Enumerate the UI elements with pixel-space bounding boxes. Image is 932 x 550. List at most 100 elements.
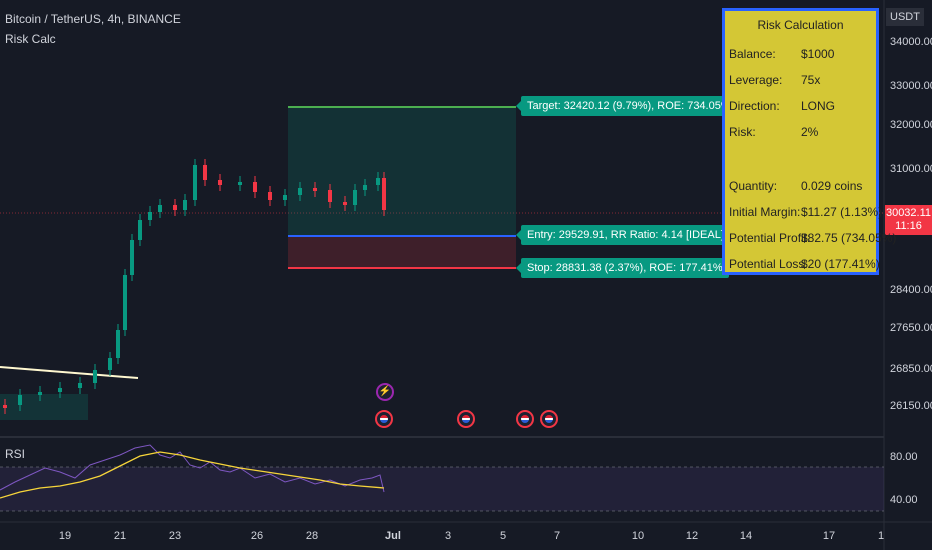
rsi-ma-line — [0, 451, 385, 499]
risk-table-row: Leverage: 75x — [729, 73, 874, 89]
candle-body — [253, 182, 257, 192]
risk-table-title: Risk Calculation — [757, 18, 844, 32]
date-label: 10 — [631, 530, 645, 542]
candle-body — [148, 212, 152, 220]
date-label: 26 — [250, 530, 264, 542]
risk-table-row: Potential Profit: $82.75 (734.05%) — [729, 231, 896, 247]
target-tag: Target: 32420.12 (9.79%), ROE: 734.05% — [516, 96, 737, 116]
risk-table-row: Balance: $1000 — [729, 47, 874, 63]
date-label: 14 — [739, 530, 753, 542]
date-label: Jul — [385, 530, 401, 542]
date-label: 23 — [168, 530, 182, 542]
risk-row-value: $20 (177.41%) — [801, 257, 880, 271]
candle-body — [376, 178, 380, 185]
rsi-title[interactable]: RSI — [5, 447, 26, 461]
price-label: 26850.00 — [890, 363, 932, 375]
risk-table-row: Risk: 2% — [729, 125, 874, 141]
rsi-line — [0, 444, 385, 493]
price-label: 26150.00 — [890, 400, 932, 412]
us-flag-event-icon[interactable] — [457, 410, 475, 428]
profit-zone — [288, 107, 516, 236]
candle-body — [268, 192, 272, 200]
candle-body — [283, 195, 287, 200]
risk-row-value: $11.27 (1.13%) — [801, 205, 883, 219]
candle-body — [158, 205, 162, 212]
price-label: 34000.00 — [890, 36, 932, 48]
price-label: 31000.00 — [890, 163, 932, 175]
risk-row-label: Potential Profit: — [729, 231, 811, 245]
candle-body — [108, 358, 112, 370]
candle-body — [183, 200, 187, 210]
risk-row-label: Quantity: — [729, 179, 778, 193]
date-label: 28 — [305, 530, 319, 542]
candle-body — [123, 275, 127, 330]
risk-table-row: Quantity: 0.029 coins — [729, 179, 874, 195]
candle-body — [58, 388, 62, 392]
risk-row-label: Initial Margin: — [729, 205, 801, 219]
range-box — [0, 394, 88, 420]
candle-body — [203, 165, 207, 180]
candle-body — [138, 220, 142, 240]
date-label: 17 — [822, 530, 836, 542]
risk-table-row: Initial Margin: $11.27 (1.13%) — [729, 205, 882, 221]
candle-body — [298, 188, 302, 195]
candle-body — [93, 370, 97, 383]
date-label: 7 — [553, 530, 561, 542]
candle-body — [193, 165, 197, 200]
date-label: 19 — [58, 530, 72, 542]
us-flag-event-icon[interactable] — [540, 410, 558, 428]
candle-body — [313, 188, 317, 191]
rsi-level-40: 40.00 — [890, 494, 918, 506]
entry-tag: Entry: 29529.91, RR Ratio: 4.14 [IDEAL] — [516, 225, 730, 245]
risk-row-value: 75x — [801, 73, 821, 87]
candle-body — [3, 405, 7, 408]
price-label: 33000.00 — [890, 80, 932, 92]
lightning-icon[interactable]: ⚡ — [376, 383, 394, 401]
risk-row-label: Direction: — [729, 99, 780, 113]
symbol-title[interactable]: Bitcoin / TetherUS, 4h, BINANCE — [5, 12, 181, 26]
candle-countdown: 11:16 — [895, 220, 922, 232]
candle-body — [18, 395, 22, 405]
price-label: 27650.00 — [890, 322, 932, 334]
candle-body — [328, 190, 332, 202]
candle-body — [38, 392, 42, 395]
risk-table-row: Direction: LONG — [729, 99, 874, 115]
risk-table-row: Potential Loss: $20 (177.41%) — [729, 257, 880, 273]
currency-badge[interactable]: USDT — [886, 8, 924, 26]
date-label: 3 — [444, 530, 452, 542]
risk-row-label: Balance: — [729, 47, 776, 61]
stop-tag: Stop: 28831.38 (2.37%), ROE: 177.41% — [516, 258, 729, 278]
candle-body — [343, 202, 347, 205]
candle-body — [353, 190, 357, 205]
candle-body — [238, 182, 242, 185]
trend-line — [0, 366, 139, 379]
candle-body — [218, 180, 222, 185]
us-flag-event-icon[interactable] — [516, 410, 534, 428]
candle-body — [363, 185, 367, 190]
rsi-band — [0, 467, 884, 511]
risk-calculation-table: Risk Calculation Balance: $1000 Leverage: 7… — [722, 8, 896, 275]
us-flag-event-icon[interactable] — [375, 410, 393, 428]
candle-body — [173, 205, 177, 210]
candle-body — [116, 330, 120, 358]
date-label: 21 — [113, 530, 127, 542]
risk-row-value: 2% — [801, 125, 819, 139]
risk-row-label: Potential Loss: — [729, 257, 808, 271]
risk-row-value: LONG — [801, 99, 836, 113]
candle-body — [382, 178, 386, 210]
risk-row-value: 0.029 coins — [801, 179, 863, 193]
date-label: 5 — [499, 530, 507, 542]
risk-row-label: Leverage: — [729, 73, 783, 87]
date-label: 12 — [685, 530, 699, 542]
price-label: 32000.00 — [890, 119, 932, 131]
indicator-name[interactable]: Risk Calc — [5, 32, 56, 46]
loss-zone — [288, 236, 516, 268]
price-label: 28400.00 — [890, 284, 932, 296]
rsi-level-80: 80.00 — [890, 451, 918, 463]
current-price: 30032.11 — [885, 207, 932, 219]
candle-body — [78, 383, 82, 388]
date-label: 1 — [877, 530, 885, 542]
candles — [3, 159, 386, 414]
risk-row-value: $1000 — [801, 47, 835, 61]
